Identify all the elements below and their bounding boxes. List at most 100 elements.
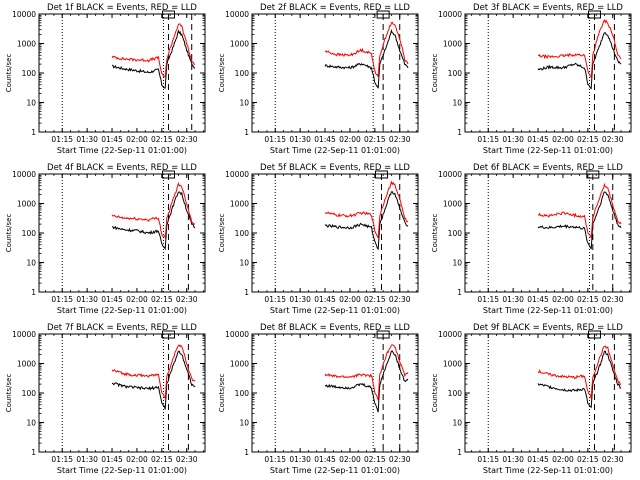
y-tick-label: 1000 bbox=[443, 40, 462, 49]
y-tick-label: 1000 bbox=[443, 360, 462, 369]
x-tick-label: 01:30 bbox=[289, 295, 311, 304]
chart-title: Det 8f BLACK = Events, RED = LLD bbox=[260, 323, 410, 333]
y-tick-label: 1 bbox=[457, 128, 462, 137]
x-tick-label: 02:15 bbox=[577, 295, 599, 304]
y-axis-title: Counts/sec bbox=[431, 54, 439, 93]
x-tick-label: 02:00 bbox=[126, 135, 148, 144]
y-tick-label: 10 bbox=[26, 99, 36, 108]
x-tick-label: 02:00 bbox=[339, 135, 361, 144]
y-axis-title: Counts/sec bbox=[218, 374, 226, 413]
x-tick-label: 02:15 bbox=[577, 455, 599, 464]
x-tick-label: 01:30 bbox=[502, 455, 524, 464]
series-line-lld bbox=[324, 21, 409, 77]
x-tick-label: 02:30 bbox=[389, 455, 411, 464]
x-tick-label: 01:30 bbox=[289, 135, 311, 144]
x-axis-title: Start Time (22-Sep-11 01:01:00) bbox=[483, 466, 613, 475]
chart-panel-8: Det 8f BLACK = Events, RED = LLD 1 10 100 10… bbox=[218, 323, 419, 475]
x-tick-label: 01:45 bbox=[314, 455, 336, 464]
y-tick-label: 10 bbox=[452, 259, 462, 268]
axes-frame bbox=[464, 173, 632, 293]
y-tick-label: 10000 bbox=[225, 330, 249, 339]
x-tick-label: 02:30 bbox=[176, 295, 198, 304]
x-tick-label: 02:00 bbox=[339, 295, 361, 304]
series-line-lld bbox=[324, 180, 409, 239]
chart-title: Det 2f BLACK = Events, RED = LLD bbox=[260, 3, 410, 13]
y-tick-label: 1000 bbox=[443, 200, 462, 209]
series-line-events bbox=[537, 191, 622, 250]
series-line-events bbox=[324, 191, 409, 251]
x-axis-title: Start Time (22-Sep-11 01:01:00) bbox=[483, 306, 613, 315]
series-line-events bbox=[324, 28, 409, 89]
x-tick-label: 02:30 bbox=[602, 295, 624, 304]
chart-panel-1: Det 1f BLACK = Events, RED = LLD 1 10 100 10… bbox=[5, 3, 206, 155]
y-axis-title: Counts/sec bbox=[5, 374, 13, 413]
y-tick-label: 100 bbox=[448, 389, 463, 398]
axes-frame bbox=[251, 13, 419, 133]
y-tick-label: 100 bbox=[235, 69, 250, 78]
x-tick-label: 01:15 bbox=[264, 455, 286, 464]
axes-frame bbox=[464, 333, 632, 453]
y-tick-label: 1 bbox=[457, 288, 462, 297]
x-tick-label: 02:00 bbox=[552, 135, 574, 144]
y-tick-label: 1000 bbox=[230, 40, 249, 49]
y-tick-label: 100 bbox=[22, 69, 37, 78]
y-tick-label: 10 bbox=[26, 259, 36, 268]
series-line-lld bbox=[111, 182, 196, 239]
y-tick-label: 10000 bbox=[438, 170, 462, 179]
chart-panel-2: Det 2f BLACK = Events, RED = LLD 1 10 100 10… bbox=[218, 3, 419, 155]
x-tick-label: 02:30 bbox=[389, 135, 411, 144]
x-tick-label: 02:30 bbox=[176, 455, 198, 464]
x-tick-label: 02:00 bbox=[126, 455, 148, 464]
axes-frame bbox=[38, 173, 206, 293]
y-tick-label: 10 bbox=[239, 419, 249, 428]
x-tick-label: 01:30 bbox=[289, 455, 311, 464]
axes-frame bbox=[251, 173, 419, 293]
series-line-events bbox=[537, 32, 622, 90]
y-tick-label: 100 bbox=[448, 229, 463, 238]
x-tick-label: 02:15 bbox=[151, 295, 173, 304]
y-axis-title: Counts/sec bbox=[218, 54, 226, 93]
y-tick-label: 1 bbox=[31, 448, 36, 457]
y-tick-label: 1 bbox=[31, 288, 36, 297]
x-tick-label: 01:45 bbox=[101, 295, 123, 304]
x-tick-label: 01:15 bbox=[51, 455, 73, 464]
axes-frame bbox=[38, 333, 206, 453]
series-line-events bbox=[112, 191, 196, 251]
x-tick-label: 02:30 bbox=[176, 135, 198, 144]
y-tick-label: 10000 bbox=[438, 10, 462, 19]
chart-panel-7: Det 7f BLACK = Events, RED = LLD 1 10 100 10… bbox=[5, 323, 206, 475]
x-tick-label: 01:45 bbox=[527, 135, 549, 144]
y-tick-label: 10 bbox=[452, 99, 462, 108]
x-tick-label: 01:30 bbox=[502, 295, 524, 304]
x-tick-label: 02:15 bbox=[364, 135, 386, 144]
y-axis-title: Counts/sec bbox=[218, 214, 226, 253]
chart-panel-5: Det 5f BLACK = Events, RED = LLD 1 10 100 10… bbox=[218, 163, 419, 315]
series-line-lld bbox=[537, 182, 622, 238]
y-axis-title: Counts/sec bbox=[5, 214, 13, 253]
x-tick-label: 02:00 bbox=[339, 455, 361, 464]
x-tick-label: 01:15 bbox=[51, 295, 73, 304]
x-tick-label: 02:00 bbox=[126, 295, 148, 304]
y-tick-label: 10000 bbox=[12, 330, 36, 339]
axes-frame bbox=[464, 13, 632, 133]
x-tick-label: 02:15 bbox=[151, 135, 173, 144]
x-tick-label: 01:30 bbox=[76, 455, 98, 464]
x-tick-label: 02:15 bbox=[577, 135, 599, 144]
x-tick-label: 02:15 bbox=[364, 295, 386, 304]
y-tick-label: 100 bbox=[235, 389, 250, 398]
x-tick-label: 01:30 bbox=[76, 295, 98, 304]
chart-panel-4: Det 4f BLACK = Events, RED = LLD 1 10 100 10… bbox=[5, 163, 206, 315]
x-tick-label: 02:30 bbox=[602, 135, 624, 144]
y-tick-label: 1 bbox=[244, 448, 249, 457]
y-tick-label: 10 bbox=[239, 259, 249, 268]
y-tick-label: 10000 bbox=[225, 170, 249, 179]
y-tick-label: 1 bbox=[244, 288, 249, 297]
x-tick-label: 02:15 bbox=[364, 455, 386, 464]
y-tick-label: 10 bbox=[26, 419, 36, 428]
series-line-events bbox=[111, 29, 196, 89]
x-tick-label: 02:15 bbox=[151, 455, 173, 464]
y-tick-label: 100 bbox=[22, 229, 37, 238]
y-tick-label: 100 bbox=[235, 229, 250, 238]
series-line-events bbox=[324, 350, 409, 413]
